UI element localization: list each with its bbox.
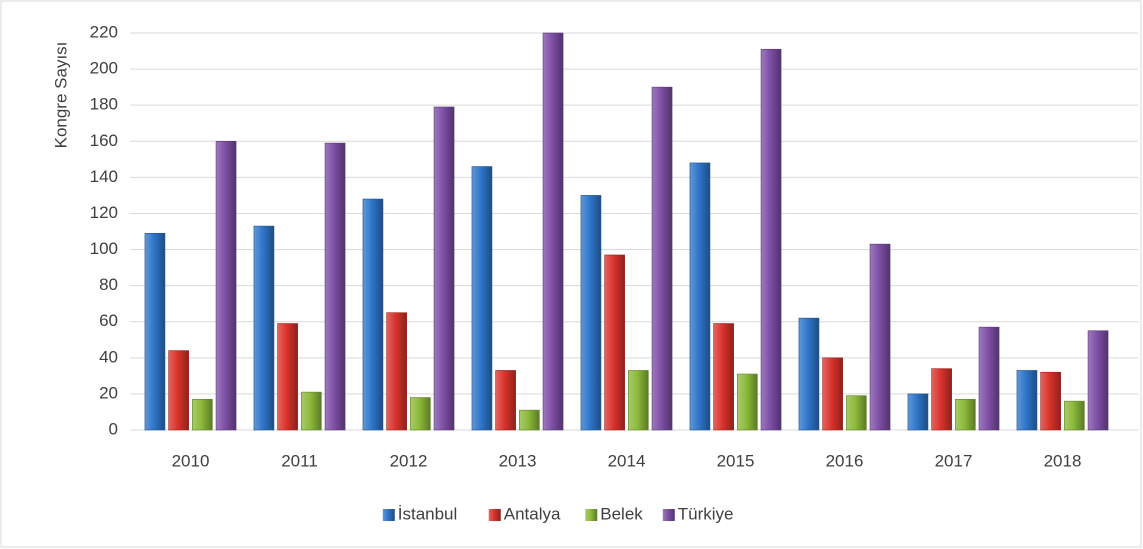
y-tick-label: 60: [99, 311, 118, 330]
legend-swatch: [585, 509, 598, 521]
x-tick-label: 2014: [608, 451, 646, 470]
bar: [713, 323, 734, 431]
bar: [798, 317, 820, 431]
y-tick-label: 100: [90, 239, 118, 258]
y-tick-label: 180: [90, 95, 118, 114]
bar: [651, 86, 673, 431]
bar: [542, 32, 564, 431]
bar: [362, 198, 384, 431]
bar: [822, 357, 843, 431]
bar: [846, 395, 867, 431]
legend-label: Türkiye: [678, 504, 734, 523]
y-tick-label: 120: [90, 203, 118, 222]
legend-swatch: [662, 509, 675, 521]
bar: [869, 243, 891, 431]
x-tick-label: 2013: [499, 451, 537, 470]
bar: [277, 323, 298, 431]
bar: [519, 409, 540, 431]
bar: [689, 162, 711, 431]
bar: [433, 106, 455, 431]
bar: [931, 368, 952, 431]
y-tick-label: 80: [99, 275, 118, 294]
bar: [471, 166, 493, 431]
x-tick-label: 2012: [390, 451, 428, 470]
y-tick-label: 220: [90, 22, 118, 41]
y-axis-label: Kongre Sayısı: [51, 42, 70, 149]
bar: [1064, 400, 1085, 431]
y-tick-label: 0: [109, 419, 118, 438]
y-tick-label: 40: [99, 347, 118, 366]
bar: [253, 225, 275, 431]
bar: [386, 312, 407, 431]
bar: [628, 370, 649, 431]
x-tick-label: 2016: [826, 451, 864, 470]
y-tick-label: 140: [90, 167, 118, 186]
x-tick-label: 2011: [281, 451, 318, 470]
bar: [215, 140, 237, 431]
x-tick-label: 2015: [717, 451, 755, 470]
bar: [1087, 330, 1109, 431]
legend-label: Antalya: [504, 504, 561, 523]
legend-swatch: [488, 509, 501, 521]
bar: [192, 399, 213, 431]
x-tick-label: 2010: [172, 451, 210, 470]
bar: [168, 350, 189, 431]
bar: [760, 48, 782, 431]
y-tick-label: 20: [99, 383, 118, 402]
y-tick-label: 160: [90, 131, 118, 150]
bar: [301, 391, 322, 431]
bar: [495, 370, 516, 431]
bar: [737, 373, 758, 431]
bar: [604, 254, 625, 431]
bar: [410, 397, 431, 431]
y-tick-label: 200: [90, 59, 118, 78]
bar: [1016, 370, 1038, 431]
bar: [1040, 371, 1061, 431]
x-tick-label: 2018: [1044, 451, 1082, 470]
bar: [324, 142, 346, 431]
legend-swatch: [382, 509, 395, 521]
legend-label: Belek: [600, 504, 643, 523]
bar: [580, 195, 602, 431]
bar: [978, 326, 1000, 431]
bar: [144, 233, 166, 431]
legend-label: İstanbul: [398, 504, 458, 523]
bar: [955, 399, 976, 431]
x-tick-label: 2017: [935, 451, 973, 470]
bar: [907, 393, 929, 431]
